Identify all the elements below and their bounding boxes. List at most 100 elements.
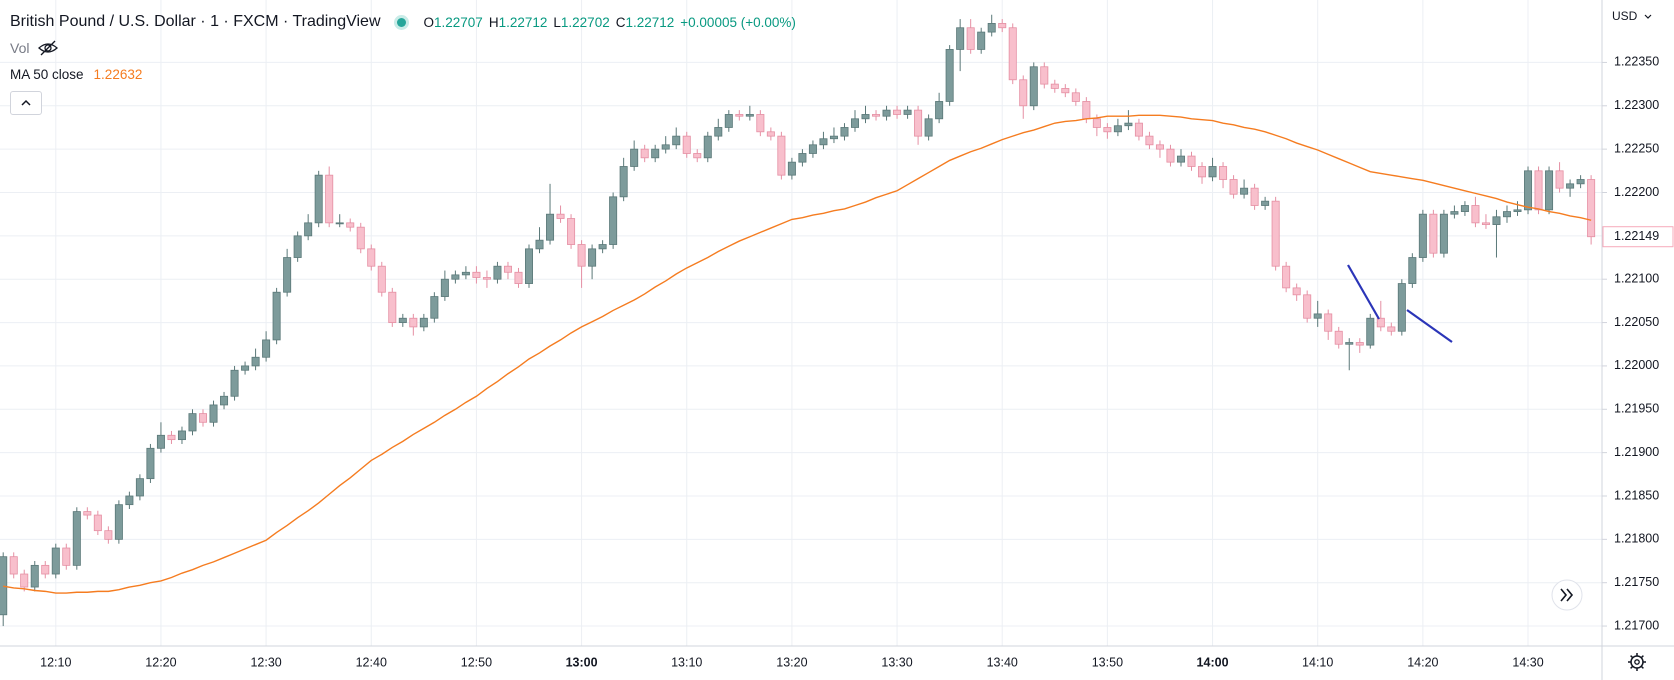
candle-body [1261,200,1270,206]
candle-body [125,495,134,506]
trend-line-drawing[interactable] [1406,309,1453,343]
candle-body [556,213,565,219]
candle-body [1103,127,1112,133]
currency-label[interactable]: USD [1612,9,1638,23]
y-tick-label: 1.22200 [1614,185,1659,199]
candle-body [777,135,786,176]
candle-body [220,395,229,406]
candle-body [714,127,723,137]
hidden-eye-icon[interactable] [37,39,59,57]
candle-body [314,174,323,224]
y-tick-label: 1.22000 [1614,358,1659,372]
x-tick-label: 12:20 [145,655,176,669]
candle-body [609,196,618,245]
candle-body [20,573,29,588]
market-status-dot [396,17,406,27]
candle-body [1324,313,1333,332]
candle-body [567,218,576,245]
candle-body [598,244,607,250]
ma-line [3,114,1592,594]
x-tick-label: 13:50 [1092,655,1123,669]
candle-body [398,317,407,323]
candle-body [861,114,870,120]
candle-body [1166,148,1175,163]
candle-body [745,114,754,117]
candle-body [798,153,807,163]
x-tick-label: 14:10 [1302,655,1333,669]
candle-body [546,213,555,241]
x-tick-label: 13:40 [987,655,1018,669]
candle-body [114,504,123,540]
candle-body [72,511,81,566]
candle-body [1155,144,1164,150]
ma-row: MA 50 close 1.22632 [10,61,802,87]
last-price-label-box [1602,226,1674,248]
candle-body [209,404,218,423]
candle-body [41,564,50,575]
candle-body [998,23,1007,29]
candle-body [808,144,817,154]
candle-body [83,511,92,516]
candle-body [1439,213,1448,254]
candle-body [1040,66,1049,85]
y-tick-label: 1.22300 [1614,98,1659,112]
candle-body [893,109,902,115]
candle-body [1240,187,1249,195]
y-tick-label: 1.22050 [1614,315,1659,329]
candle-body [1450,211,1459,215]
candle-body [1334,330,1343,345]
candle-body [682,135,691,154]
y-tick-label: 1.21950 [1614,402,1659,416]
candle-body [272,291,281,341]
y-tick-label: 1.22100 [1614,272,1659,286]
candle-body [1313,313,1322,319]
candle-body [756,114,765,133]
candle-body [1418,213,1427,258]
candle-body [482,277,491,280]
candle-body [493,265,502,280]
y-tick-label: 1.22350 [1614,55,1659,69]
candle-body [377,265,386,293]
candle-body [9,556,18,575]
candle-body [156,434,165,449]
ohlc-value: 1.22707 [434,14,483,30]
candle-body [188,413,197,432]
symbol-title[interactable]: British Pound / U.S. Dollar · 1 · FXCM ·… [10,13,381,30]
candle-body [1134,122,1143,137]
settings-icon[interactable] [1628,653,1646,671]
candle-body [1282,265,1291,289]
ohlc-value: 1.22702 [560,14,610,30]
candle-body [1387,326,1396,332]
y-tick-label: 1.21850 [1614,488,1659,502]
currency-dropdown-icon[interactable] [1644,14,1652,19]
candle-body [367,248,376,267]
ohlc-key: L [553,14,561,30]
chevron-up-icon [21,99,31,106]
candle-body [1481,222,1490,225]
candle-body [146,447,155,480]
candle-body [1187,155,1196,167]
candle-body [1492,216,1501,225]
y-tick-label: 1.21750 [1614,575,1659,589]
candle-body [1271,200,1280,267]
scroll-icon [1560,588,1574,602]
trend-line-drawing[interactable] [1347,264,1380,320]
x-tick-label: 12:10 [40,655,71,669]
candle-body [661,144,670,150]
candle-body [167,434,176,441]
candle-body [1429,213,1438,254]
candle-body [1376,317,1385,328]
candle-body [62,547,71,566]
candle-body [672,135,681,146]
candle-body [945,49,954,102]
candle-body [914,109,923,137]
last-price-label: 1.22149 [1614,229,1659,243]
volume-label[interactable]: Vol [10,40,30,56]
candle-body [461,271,470,276]
candle-body [735,114,744,117]
collapse-legend-button[interactable] [10,91,42,115]
candle-body [1471,205,1480,224]
ma-label[interactable]: MA 50 close [10,66,84,82]
candle-body [325,174,334,224]
